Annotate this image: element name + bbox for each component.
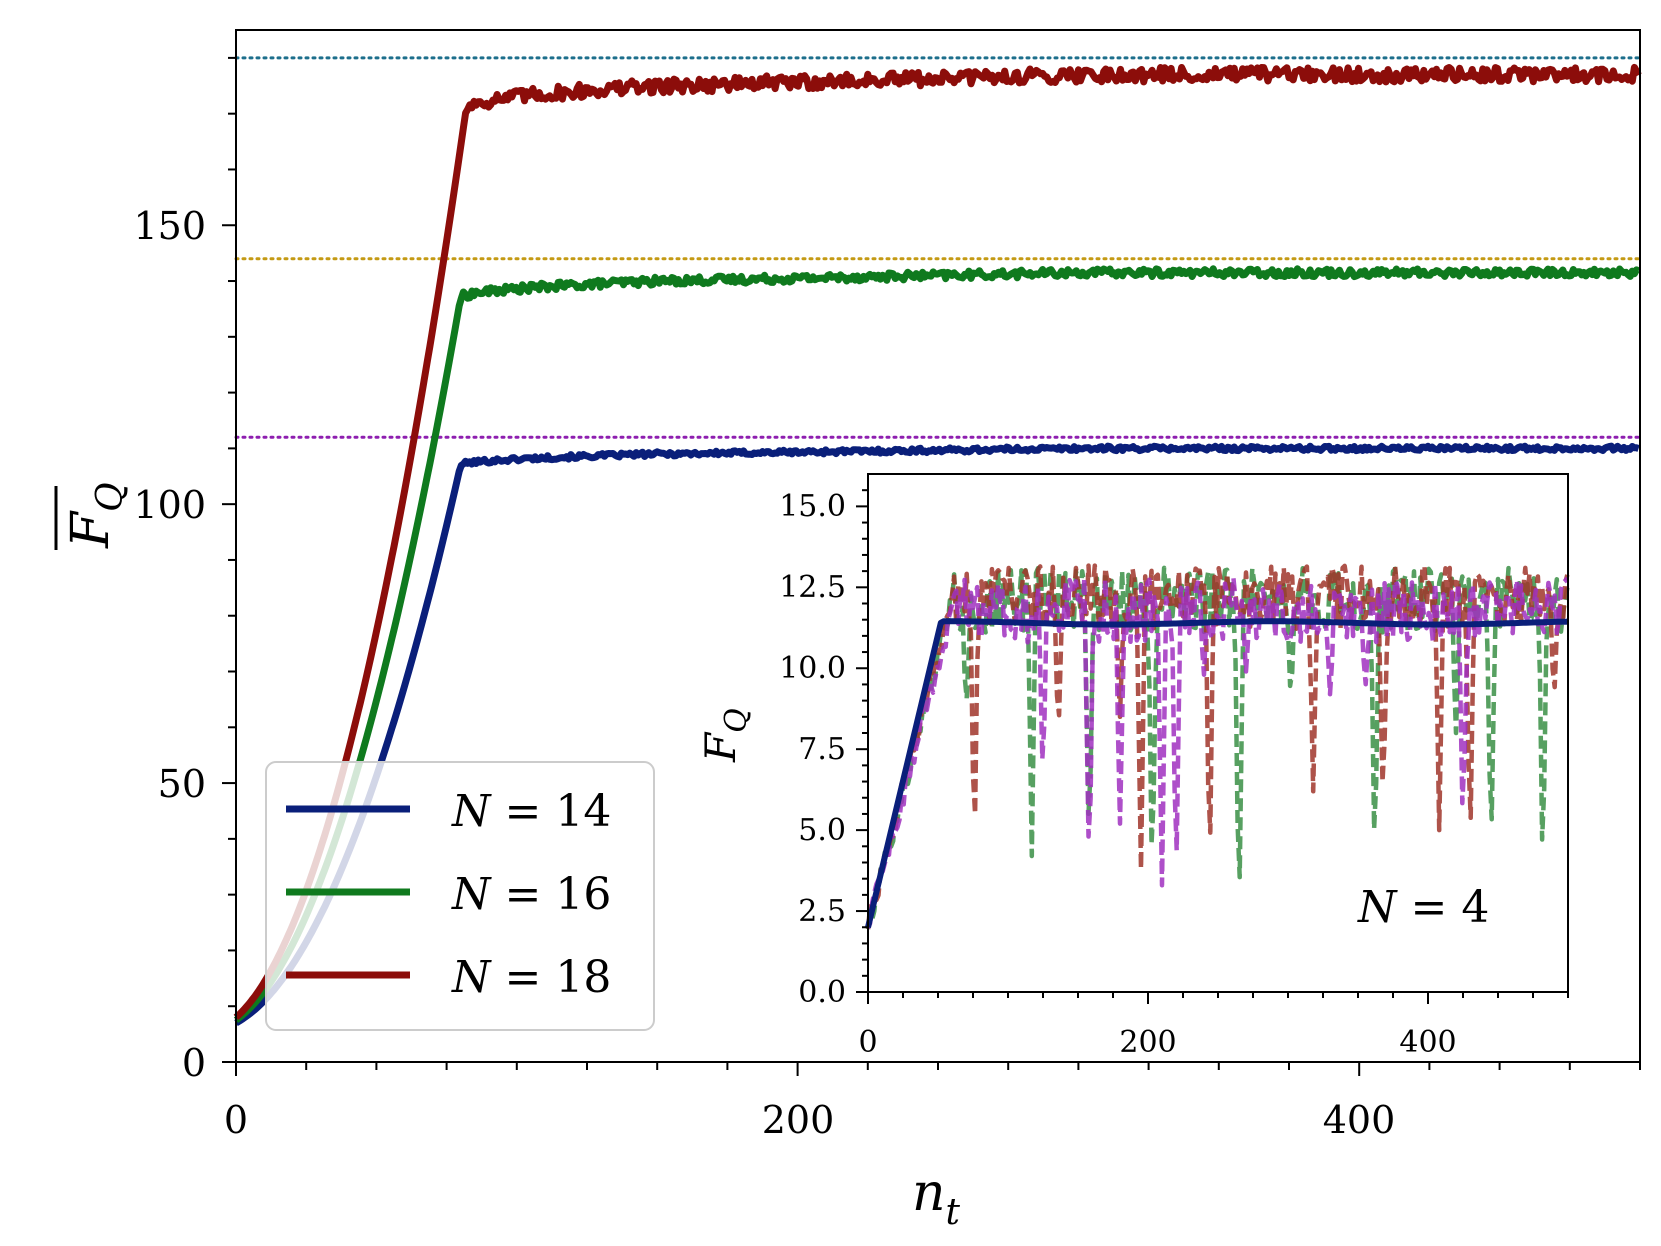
main-series-line-0 xyxy=(234,442,1640,1027)
inset-annotation: N = 4 xyxy=(1357,882,1489,933)
main-ytick-label-50: 50 xyxy=(158,762,206,806)
main-y-axis-label-group: FQ xyxy=(54,482,131,550)
main-xtick-label-0: 0 xyxy=(224,1098,248,1142)
inset-series-line-3 xyxy=(865,575,1570,930)
inset-ytick-label-2-5: 2.5 xyxy=(798,894,846,929)
main-ytick-label-150: 150 xyxy=(133,204,206,248)
inset-plot: 0 200 400 0.0 2.5 5.0 7.5 10.0 12.5 15.0… xyxy=(696,473,1570,1060)
inset-ytick-label-5: 5.0 xyxy=(798,813,846,848)
main-series-line-1 xyxy=(233,265,1641,1023)
main-xtick-label-400: 400 xyxy=(1323,1098,1396,1142)
inset-series-line-2 xyxy=(865,563,1570,929)
inset-ytick-label-10: 10.0 xyxy=(779,651,846,686)
inset-background xyxy=(868,474,1568,992)
inset-y-axis-label-group: FQ xyxy=(696,708,754,763)
legend-label-n16: N = 16 xyxy=(451,869,611,920)
main-y-axis-label: FQ xyxy=(61,482,131,549)
main-plot: 0 200 400 0 50 100 150 nt FQ N = 14 N = 16… xyxy=(54,29,1642,1233)
main-ytick-label-0: 0 xyxy=(182,1041,206,1085)
legend-label-n18: N = 18 xyxy=(451,952,611,1003)
inset-ytick-label-0: 0.0 xyxy=(798,975,846,1010)
main-ytick-label-100: 100 xyxy=(133,483,206,527)
legend: N = 14 N = 16 N = 18 xyxy=(265,761,655,1031)
main-reference-lines xyxy=(234,56,1642,439)
inset-ticks xyxy=(856,489,1569,1004)
main-series-line-2 xyxy=(233,63,1642,1020)
inset-series-line-mean xyxy=(865,618,1569,928)
main-ticks xyxy=(222,56,1641,1076)
inset-ytick-label-12-5: 12.5 xyxy=(779,570,846,605)
inset-xtick-label-200: 200 xyxy=(1119,1025,1176,1060)
main-xtick-label-200: 200 xyxy=(762,1098,835,1142)
inset-series-group xyxy=(865,563,1570,930)
inset-ytick-label-7-5: 7.5 xyxy=(798,732,846,767)
inset-y-axis-label: FQ xyxy=(696,708,754,763)
legend-label-n14: N = 14 xyxy=(451,786,611,837)
legend-box xyxy=(265,761,655,1031)
main-series-group xyxy=(233,63,1642,1027)
inset-ytick-label-15: 15.0 xyxy=(779,489,846,524)
inset-xtick-label-400: 400 xyxy=(1399,1025,1456,1060)
main-x-axis-label: nt xyxy=(912,1163,961,1233)
inset-xtick-label-0: 0 xyxy=(858,1025,877,1060)
